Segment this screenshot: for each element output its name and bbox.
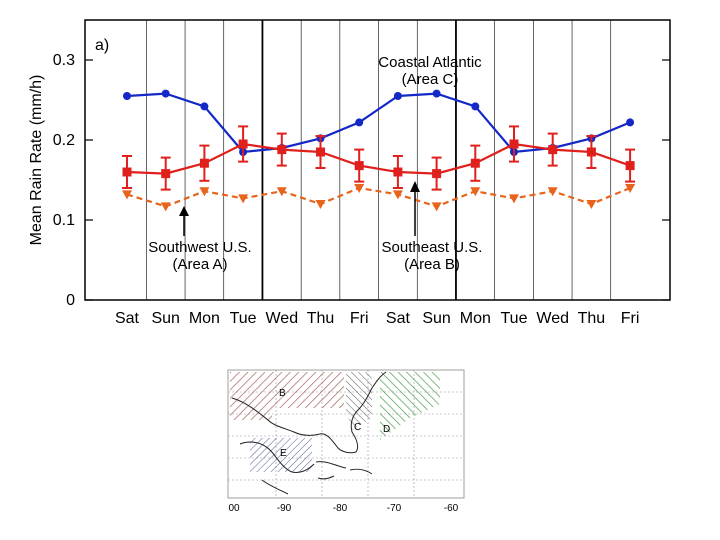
x-tick-label: Thu — [307, 310, 335, 327]
data-point — [315, 200, 326, 209]
map-longitude-label: -70 — [387, 503, 402, 514]
data-point — [199, 187, 210, 197]
data-point — [470, 158, 480, 168]
x-tick-label: Tue — [501, 310, 528, 327]
data-point — [509, 139, 519, 149]
data-point — [547, 187, 558, 197]
data-point — [123, 92, 131, 100]
data-point — [393, 92, 402, 100]
annotation-coastal-atlantic: Coastal Atlantic (Area C) — [378, 54, 482, 88]
annotation-coastal-atlantic-line1: Coastal Atlantic — [378, 54, 482, 71]
line-chart-panel: 0 0.1 0.2 0.3 Sat Sun Mon Tue Wed Thu Fri Sat Sun Mo… — [28, 19, 671, 327]
region-map: B C D E 00 -90 -80 -70 -60 — [227, 369, 465, 514]
area-a-region — [230, 372, 272, 420]
area-b-region — [272, 372, 344, 408]
data-point — [238, 194, 249, 204]
x-tick-label: Thu — [578, 310, 606, 327]
data-point — [276, 187, 287, 197]
y-axis: 0 0.1 0.2 0.3 — [53, 52, 670, 309]
series-group — [122, 89, 636, 212]
map-longitude-label: -90 — [277, 503, 292, 514]
data-point — [161, 89, 170, 98]
data-point — [354, 161, 364, 171]
area-c-region — [346, 372, 372, 430]
vertical-gridlines — [146, 20, 612, 300]
data-point — [122, 167, 132, 177]
map-area-label: C — [354, 422, 361, 433]
data-point — [471, 102, 480, 111]
annotation-southwest-us: Southwest U.S. (Area A) — [148, 206, 252, 273]
data-point — [626, 118, 635, 127]
y-tick-label: 0 — [66, 292, 75, 309]
data-point — [199, 158, 209, 168]
coastline — [231, 371, 387, 495]
map-longitude-label: -60 — [444, 503, 459, 514]
map-longitude-labels: 00 -90 -80 -70 -60 — [228, 503, 458, 514]
data-point — [122, 190, 132, 200]
data-point — [509, 194, 519, 204]
panel-label: a) — [95, 37, 109, 54]
annotation-southwest-line2: (Area A) — [172, 256, 227, 273]
x-tick-label: Sun — [422, 310, 450, 327]
y-tick-label: 0.2 — [53, 132, 75, 149]
annotation-southwest-line1: Southwest U.S. — [148, 239, 251, 256]
map-area-labels: B C D E — [279, 388, 390, 459]
map-area-label: B — [279, 388, 286, 399]
map-area-label: E — [280, 448, 287, 459]
y-tick-label: 0.3 — [53, 52, 75, 69]
series-line — [126, 142, 631, 175]
map-longitude-label: 00 — [228, 503, 240, 514]
y-axis-title: Mean Rain Rate (mm/h) — [28, 75, 45, 246]
plot-frame — [84, 19, 671, 301]
x-tick-label: Wed — [536, 310, 569, 327]
data-point — [393, 167, 403, 177]
data-point — [470, 187, 481, 197]
data-point — [160, 202, 171, 212]
y-tick-label: 0.1 — [53, 212, 75, 229]
data-point — [277, 145, 287, 155]
x-tick-label: Fri — [621, 310, 640, 327]
data-point — [548, 145, 558, 155]
arrow-southeast-head — [410, 181, 420, 192]
data-point — [238, 139, 248, 149]
data-point — [392, 190, 403, 200]
data-point — [161, 169, 171, 179]
data-point — [432, 89, 441, 98]
data-point — [432, 169, 442, 179]
area-d-region — [380, 372, 440, 440]
x-tick-label: Mon — [189, 310, 220, 327]
data-point — [586, 147, 596, 157]
annotation-coastal-atlantic-line2: (Area C) — [402, 71, 459, 88]
data-point — [200, 102, 209, 111]
data-point — [316, 147, 325, 157]
x-tick-label: Wed — [265, 310, 298, 327]
series-1 — [122, 125, 636, 191]
x-tick-label: Sun — [151, 310, 179, 327]
annotation-southeast-line1: Southeast U.S. — [382, 239, 483, 256]
series-2 — [122, 184, 636, 212]
arrow-southwest-head — [179, 206, 189, 216]
data-point — [354, 184, 365, 193]
map-area-label: D — [383, 424, 390, 435]
x-tick-label: Sat — [115, 310, 140, 327]
series-line — [126, 186, 631, 208]
map-longitude-label: -80 — [333, 503, 348, 514]
x-tick-label: Mon — [460, 310, 491, 327]
x-axis: Sat Sun Mon Tue Wed Thu Fri Sat Sun Mon Tue Wed Thu F… — [115, 310, 639, 327]
annotation-southeast-line2: (Area B) — [404, 256, 460, 273]
data-point — [625, 161, 635, 171]
data-point — [625, 184, 636, 193]
annotation-southeast-us: Southeast U.S. (Area B) — [382, 181, 483, 273]
x-tick-label: Fri — [350, 310, 369, 327]
x-tick-label: Sat — [386, 310, 411, 327]
data-point — [431, 202, 442, 212]
x-tick-label: Tue — [230, 310, 257, 327]
data-point — [586, 200, 597, 209]
data-point — [355, 118, 364, 127]
